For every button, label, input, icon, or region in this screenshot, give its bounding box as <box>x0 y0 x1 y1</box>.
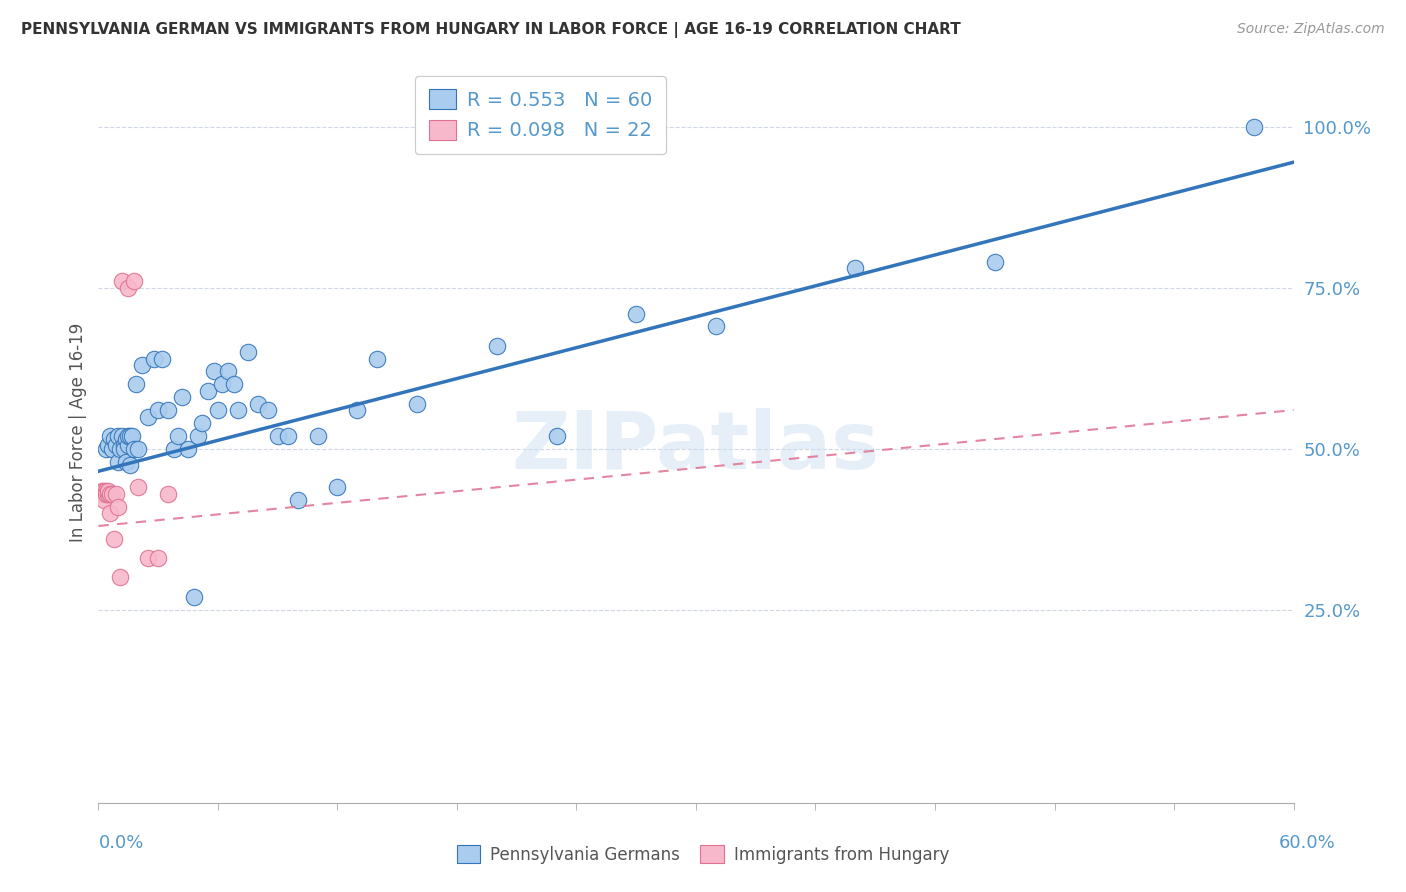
Text: Source: ZipAtlas.com: Source: ZipAtlas.com <box>1237 22 1385 37</box>
Text: ZIPatlas: ZIPatlas <box>512 409 880 486</box>
Point <box>148 403 170 417</box>
Y-axis label: In Labor Force | Age 16-19: In Labor Force | Age 16-19 <box>69 323 87 542</box>
Point <box>187 429 209 443</box>
Point <box>172 390 194 404</box>
Point <box>202 364 225 378</box>
Point <box>105 487 128 501</box>
Text: 60.0%: 60.0% <box>1279 834 1336 852</box>
Point <box>217 364 239 378</box>
Point <box>117 429 139 443</box>
Point <box>191 416 214 430</box>
Point <box>1243 120 1265 134</box>
Point <box>226 403 249 417</box>
Point <box>136 551 159 566</box>
Point <box>120 429 142 443</box>
Point <box>366 351 388 366</box>
Point <box>96 487 118 501</box>
Point <box>98 429 122 443</box>
Point <box>127 480 149 494</box>
Point <box>101 487 124 501</box>
Point <box>256 403 278 417</box>
Point <box>107 454 129 468</box>
Point <box>406 397 429 411</box>
Point <box>546 429 568 443</box>
Point <box>111 429 134 443</box>
Point <box>96 483 118 498</box>
Point <box>97 483 120 498</box>
Point <box>110 570 132 584</box>
Point <box>222 377 245 392</box>
Legend: R = 0.553   N = 60, R = 0.098   N = 22: R = 0.553 N = 60, R = 0.098 N = 22 <box>415 76 666 153</box>
Point <box>101 442 124 456</box>
Point <box>287 493 309 508</box>
Point <box>267 429 290 443</box>
Point <box>97 487 120 501</box>
Point <box>115 454 138 468</box>
Point <box>246 397 269 411</box>
Point <box>96 442 118 456</box>
Point <box>103 432 125 446</box>
Point <box>157 487 180 501</box>
Point <box>183 590 205 604</box>
Point <box>127 442 149 456</box>
Point <box>103 532 125 546</box>
Point <box>107 500 129 514</box>
Point <box>148 551 170 566</box>
Point <box>93 493 115 508</box>
Point <box>844 261 866 276</box>
Text: PENNSYLVANIA GERMAN VS IMMIGRANTS FROM HUNGARY IN LABOR FORCE | AGE 16-19 CORREL: PENNSYLVANIA GERMAN VS IMMIGRANTS FROM H… <box>21 22 960 38</box>
Point <box>704 319 727 334</box>
Point <box>105 438 128 452</box>
Text: 0.0%: 0.0% <box>98 834 143 852</box>
Point <box>197 384 219 398</box>
Point <box>124 274 146 288</box>
Point <box>120 458 142 472</box>
Point <box>115 432 138 446</box>
Point <box>326 480 349 494</box>
Point <box>157 403 180 417</box>
Point <box>98 506 122 520</box>
Point <box>207 403 229 417</box>
Point <box>346 403 368 417</box>
Point <box>236 345 259 359</box>
Point <box>277 429 299 443</box>
Point <box>91 483 114 498</box>
Point <box>97 438 120 452</box>
Legend: Pennsylvania Germans, Immigrants from Hungary: Pennsylvania Germans, Immigrants from Hu… <box>450 838 956 871</box>
Point <box>93 483 115 498</box>
Point <box>117 281 139 295</box>
Point <box>626 306 648 320</box>
Point <box>211 377 233 392</box>
Point <box>107 429 129 443</box>
Point <box>124 442 146 456</box>
Point <box>984 255 1007 269</box>
Point <box>111 274 134 288</box>
Point <box>98 487 122 501</box>
Point <box>89 487 111 501</box>
Point <box>121 429 143 443</box>
Point <box>110 442 132 456</box>
Point <box>167 429 190 443</box>
Point <box>136 409 159 424</box>
Point <box>307 429 329 443</box>
Point <box>163 442 186 456</box>
Point <box>112 442 135 456</box>
Point <box>125 377 148 392</box>
Point <box>112 438 135 452</box>
Point <box>131 358 153 372</box>
Point <box>177 442 200 456</box>
Point <box>485 339 508 353</box>
Point <box>150 351 173 366</box>
Point <box>117 438 139 452</box>
Point <box>143 351 166 366</box>
